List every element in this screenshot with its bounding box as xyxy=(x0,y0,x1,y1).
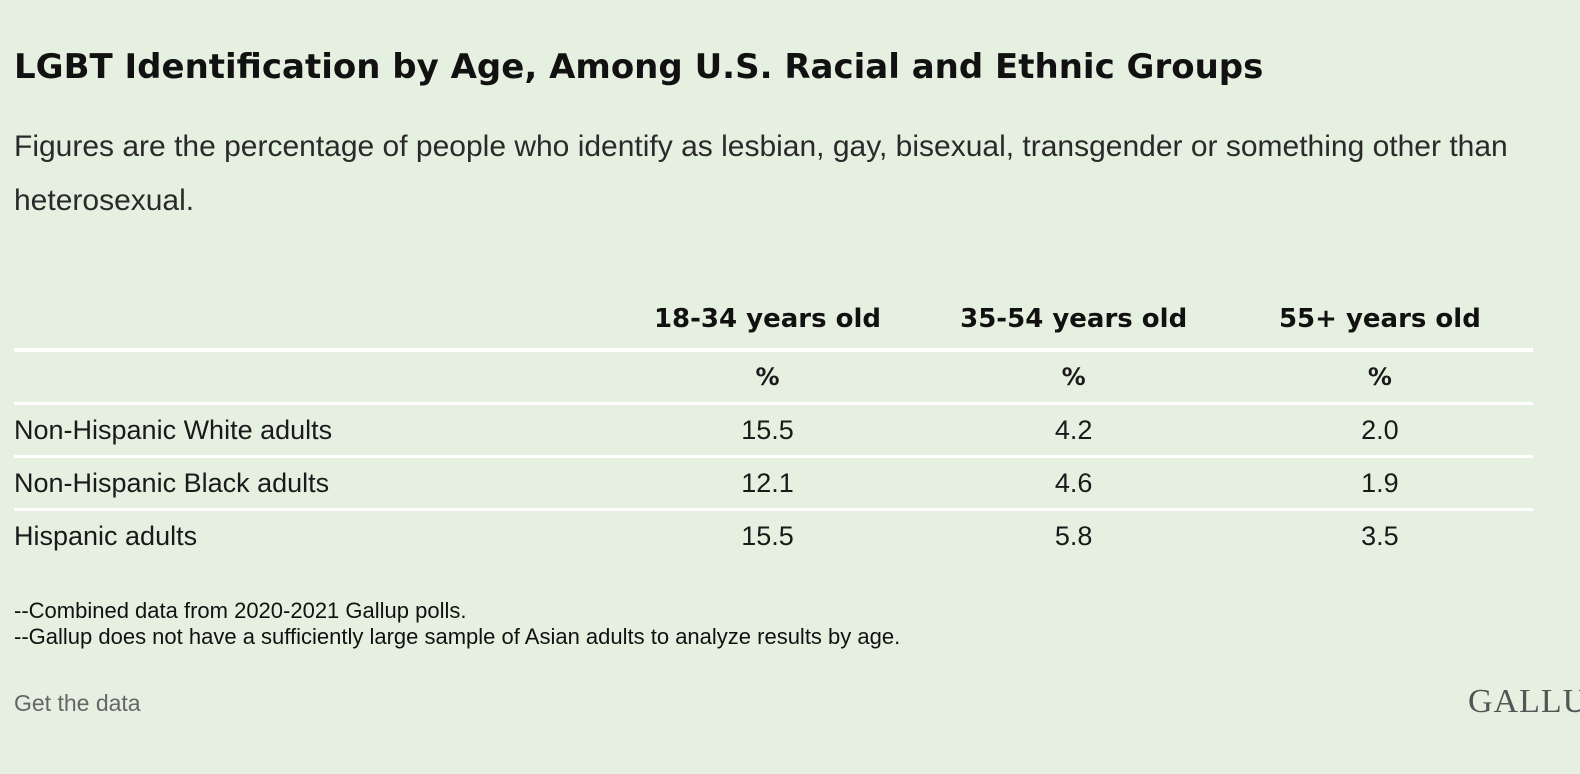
note-line: --Combined data from 2020-2021 Gallup po… xyxy=(14,598,467,623)
unit-cell: % xyxy=(614,350,921,405)
data-cell: 15.5 xyxy=(741,520,794,551)
unit-cell: % xyxy=(1226,350,1533,405)
data-table: 18-34 years old 35-54 years old 55+ year… xyxy=(14,290,1533,561)
table-row: Hispanic adults 15.5 5.8 3.5 xyxy=(14,510,1533,562)
get-the-data-link[interactable]: Get the data xyxy=(14,690,141,716)
chart-subtitle: Figures are the percentage of people who… xyxy=(14,130,1508,217)
chart-notes: --Combined data from 2020-2021 Gallup po… xyxy=(14,598,900,650)
unit-empty-cell xyxy=(14,350,615,405)
note-line: --Gallup does not have a sufficiently la… xyxy=(14,624,901,649)
data-cell: 12.1 xyxy=(614,456,921,511)
unit-cell: % xyxy=(920,350,1227,405)
gallup-logo: GALLU xyxy=(1468,683,1580,720)
row-label: Non-Hispanic White adults xyxy=(14,403,615,458)
table-header-row: 18-34 years old 35-54 years old 55+ year… xyxy=(14,290,1533,352)
data-table-container: 18-34 years old 35-54 years old 55+ year… xyxy=(14,290,1533,561)
data-cell: 15.5 xyxy=(614,403,921,458)
column-header: 18-34 years old xyxy=(614,290,921,352)
header-empty-cell xyxy=(14,290,615,352)
column-header: 35-54 years old xyxy=(920,290,1227,352)
unit-row: % % % xyxy=(14,350,1533,405)
chart-title: LGBT Identification by Age, Among U.S. R… xyxy=(14,47,1264,87)
data-cell: 4.6 xyxy=(920,456,1227,511)
data-cell: 3.5 xyxy=(1361,520,1399,551)
data-cell: 1.9 xyxy=(1226,456,1533,511)
row-label: Non-Hispanic Black adults xyxy=(14,456,615,511)
data-cell: 4.2 xyxy=(920,403,1227,458)
row-label: Hispanic adults xyxy=(14,520,198,551)
table-row: Non-Hispanic Black adults 12.1 4.6 1.9 xyxy=(14,456,1533,511)
data-cell: 2.0 xyxy=(1226,403,1533,458)
data-cell: 5.8 xyxy=(1054,520,1093,551)
table-row: Non-Hispanic White adults 15.5 4.2 2.0 xyxy=(14,403,1533,458)
column-header: 55+ years old xyxy=(1226,290,1533,352)
